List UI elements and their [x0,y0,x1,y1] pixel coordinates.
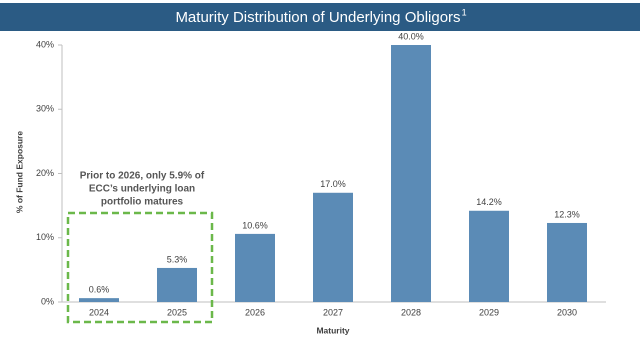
x-tick-label: 2030 [557,307,577,317]
y-tick-label: 40% [36,39,54,49]
bar [469,210,509,302]
bar [547,222,587,302]
bar [79,298,119,302]
y-tick-label: 0% [41,296,54,306]
value-label: 0.6% [89,285,110,295]
y-tick-label: 20% [36,168,54,178]
annotation-text: ECC’s underlying loan [89,184,195,195]
title-banner [0,3,640,31]
value-label: 12.3% [554,209,580,219]
annotation-text: portfolio matures [101,197,184,208]
annotation-box [66,211,214,324]
value-label: 40.0% [398,31,424,41]
y-tick-label: 10% [36,232,54,242]
x-tick-label: 2024 [89,307,109,317]
value-label: 17.0% [320,179,346,189]
bar [157,267,197,302]
x-tick-label: 2027 [323,307,343,317]
chart-title: Maturity Distribution of Underlying Obli… [175,9,460,26]
bar [391,45,431,302]
x-tick-label: 2026 [245,307,265,317]
x-tick-label: 2028 [401,307,421,317]
bar [235,233,275,302]
value-label: 10.6% [242,220,268,230]
x-axis-title: Maturity [316,325,349,335]
value-label: 5.3% [167,254,188,264]
value-label: 14.2% [476,197,502,207]
x-tick-label: 2025 [167,307,187,317]
y-tick-label: 30% [36,104,54,114]
bar [313,192,353,302]
y-axis-title: % of Fund Exposure [14,131,24,213]
annotation-text: Prior to 2026, only 5.9% of [80,171,205,182]
x-tick-label: 2029 [479,307,499,317]
title-footnote: 1 [462,7,467,17]
